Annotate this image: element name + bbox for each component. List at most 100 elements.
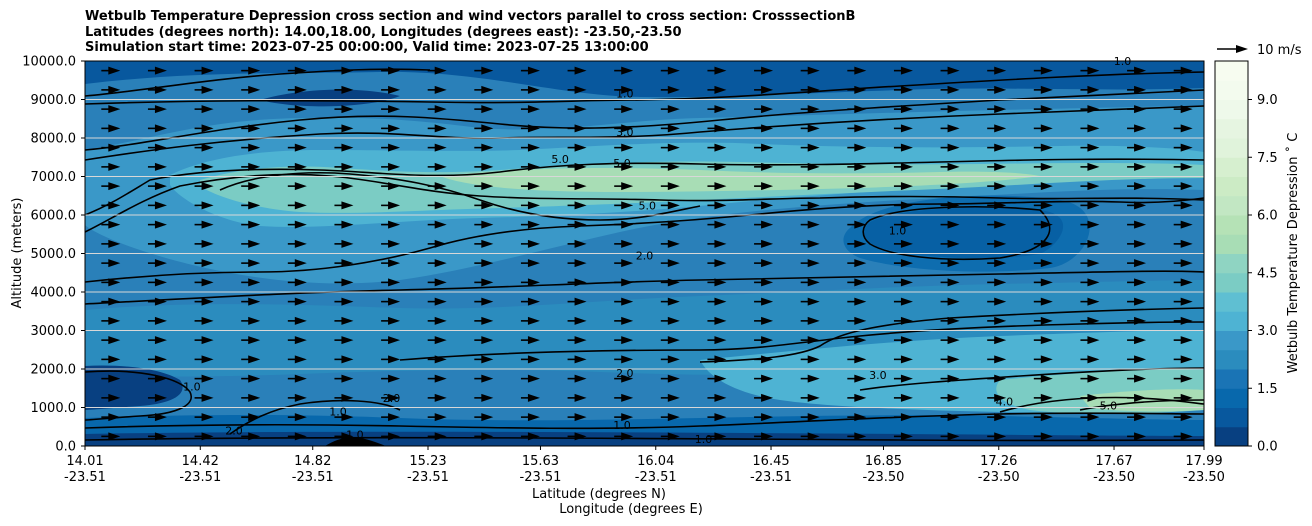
wind-arrow (427, 316, 447, 325)
wind-arrow (427, 66, 447, 75)
wind-arrow-head (667, 432, 680, 441)
wind-arrow-head (1087, 355, 1100, 364)
wind-arrow (1080, 66, 1100, 75)
wind-arrow-head (1134, 413, 1147, 422)
wind-arrow-head (807, 316, 820, 325)
wind-arrow (474, 355, 494, 364)
colorbar-segment (1215, 272, 1248, 293)
wind-arrow (241, 66, 261, 75)
wind-arrow-head (527, 432, 540, 441)
wind-arrow (940, 239, 960, 248)
wind-arrow (520, 374, 540, 383)
contour-label: 5.0 (613, 157, 631, 170)
x-tick-label-latitude: 15.63 (522, 454, 559, 469)
wind-arrow (241, 143, 261, 152)
wind-arrow (707, 393, 727, 402)
wind-arrow-head (667, 355, 680, 364)
wind-arrow-head (294, 278, 307, 287)
wind-arrow-head (761, 124, 774, 133)
wind-arrow-head (481, 182, 494, 191)
wind-arrow-head (947, 413, 960, 422)
wind-arrow-head (994, 201, 1007, 210)
wind-arrow (754, 143, 774, 152)
wind-arrow-head (1134, 259, 1147, 268)
wind-arrow-head (714, 201, 727, 210)
wind-arrow-head (248, 413, 261, 422)
wind-arrow-head (807, 374, 820, 383)
wind-arrow-head (248, 336, 261, 345)
wind-arrow-head (527, 201, 540, 210)
wind-arrow-head (854, 239, 867, 248)
x-tick-label-longitude: -23.50 (1093, 470, 1135, 485)
wind-arrow-head (108, 239, 121, 248)
wind-arrow-head (900, 239, 913, 248)
wind-arrow (893, 105, 913, 114)
wind-arrow (987, 278, 1007, 287)
x-tick-label-latitude: 17.26 (980, 454, 1017, 469)
wind-arrow (194, 105, 214, 114)
wind-arrow-head (248, 432, 261, 441)
wind-arrow (567, 105, 587, 114)
wind-arrow (987, 336, 1007, 345)
wind-arrow-head (714, 220, 727, 229)
wind-arrow-head (854, 355, 867, 364)
wind-arrow-head (667, 85, 680, 94)
wind-arrow (1173, 336, 1193, 345)
wind-arrow-head (1134, 105, 1147, 114)
wind-arrow (567, 278, 587, 287)
wind-arrow-head (854, 336, 867, 345)
wind-arrow-head (1134, 220, 1147, 229)
contour-label: 2.0 (225, 425, 243, 438)
wind-arrow (800, 162, 820, 171)
wind-arrow-head (714, 105, 727, 114)
wind-arrow (800, 239, 820, 248)
wind-arrow-head (947, 162, 960, 171)
wind-arrow-head (1040, 124, 1053, 133)
wind-arrow-head (900, 278, 913, 287)
wind-arrow-head (294, 162, 307, 171)
wind-arrow-head (667, 278, 680, 287)
wind-arrow (520, 239, 540, 248)
wind-arrow (194, 162, 214, 171)
wind-arrow-head (341, 393, 354, 402)
wind-arrow (334, 201, 354, 210)
wind-arrow-head (1040, 355, 1053, 364)
colorbar-segment (1215, 99, 1248, 120)
wind-arrow-head (434, 143, 447, 152)
wind-arrow-head (481, 355, 494, 364)
wind-arrow-head (1180, 432, 1193, 441)
wind-arrow (334, 355, 354, 364)
wind-arrow (287, 85, 307, 94)
wind-arrow-head (527, 393, 540, 402)
wind-arrow-head (761, 336, 774, 345)
wind-arrow-head (1180, 220, 1193, 229)
wind-arrow (427, 201, 447, 210)
colorbar-tick-label: 0.0 (1257, 440, 1278, 455)
wind-arrow-head (294, 374, 307, 383)
wind-arrow-head (947, 278, 960, 287)
wind-arrow (427, 413, 447, 422)
wind-arrow-head (341, 143, 354, 152)
wind-arrow-head (854, 413, 867, 422)
wind-arrow (1080, 413, 1100, 422)
wind-arrow (660, 278, 680, 287)
wind-arrow-head (574, 220, 587, 229)
wind-arrow-head (248, 143, 261, 152)
wind-arrow-head (807, 143, 820, 152)
wind-arrow-head (761, 393, 774, 402)
wind-arrow (1173, 201, 1193, 210)
x-tick-label-longitude: -23.51 (520, 470, 562, 485)
contour-line (862, 206, 1051, 260)
wind-arrow-head (714, 374, 727, 383)
wind-arrow-head (900, 143, 913, 152)
wind-arrow-head (994, 413, 1007, 422)
wind-arrow (287, 278, 307, 287)
wind-arrow (334, 297, 354, 306)
wind-arrow (800, 105, 820, 114)
wind-arrow (754, 162, 774, 171)
wind-arrow-head (854, 393, 867, 402)
wind-arrow-head (1087, 85, 1100, 94)
wind-arrow-head (388, 66, 401, 75)
wind-arrow-head (1040, 316, 1053, 325)
